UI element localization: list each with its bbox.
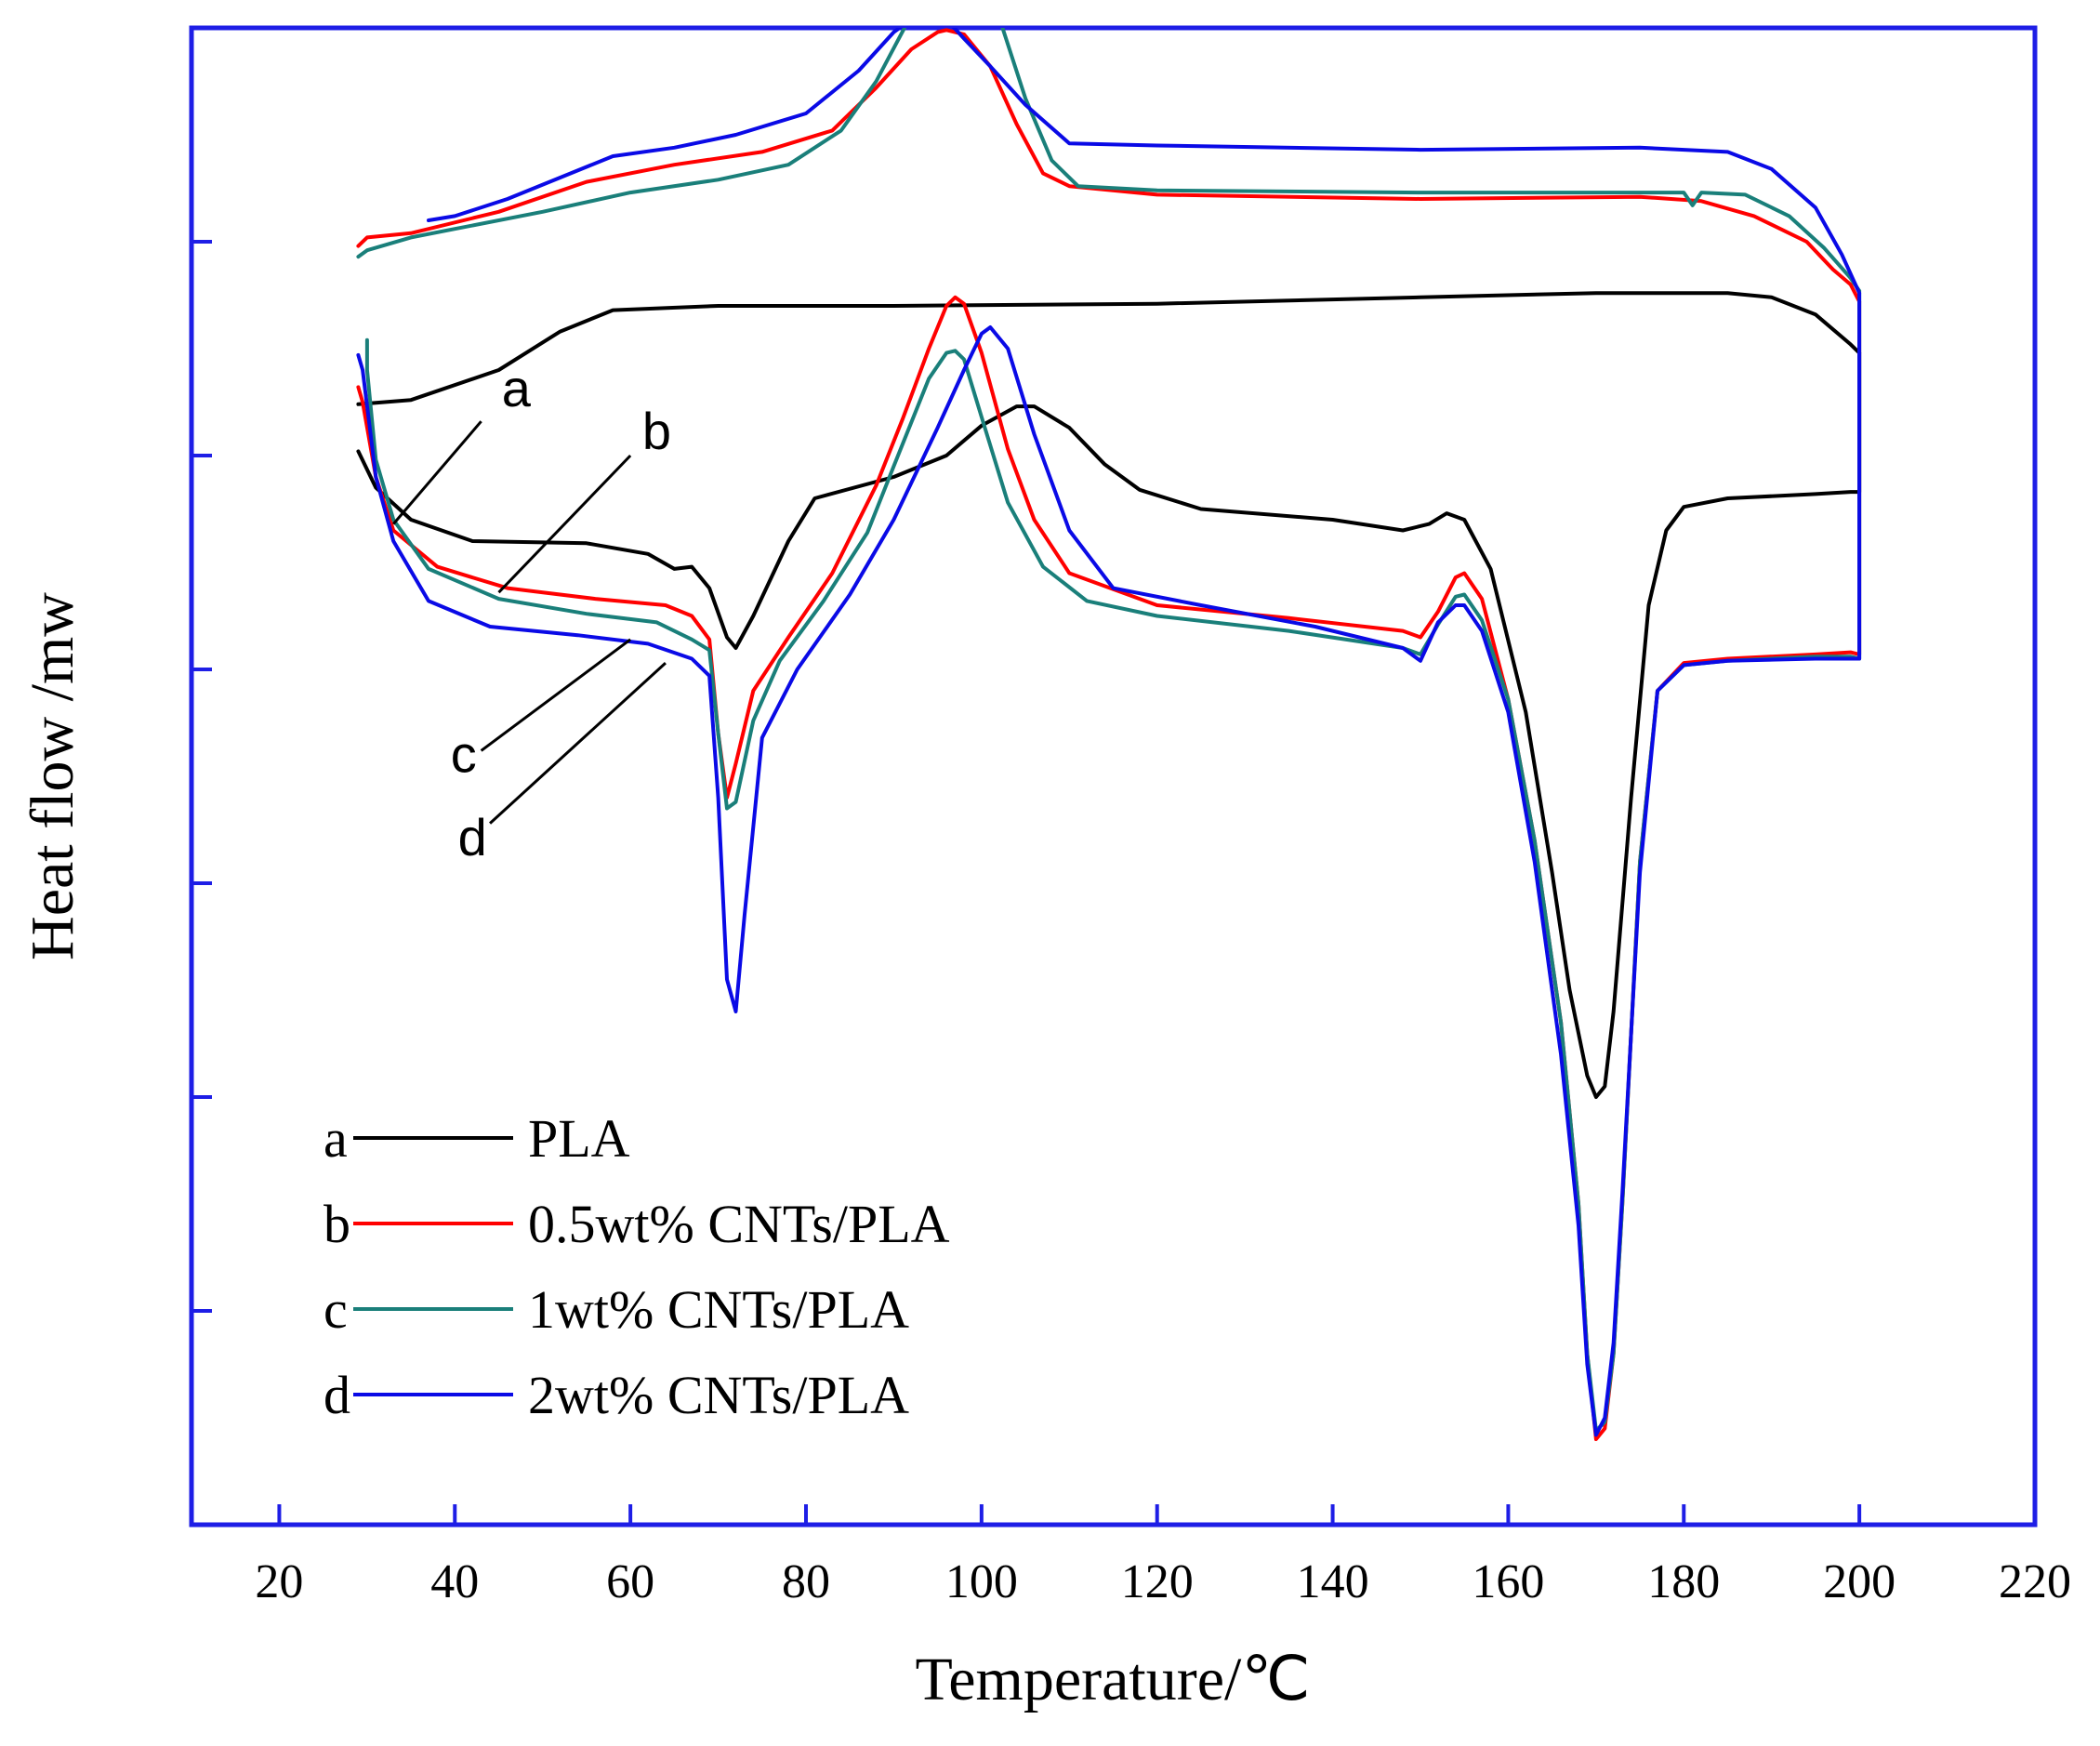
x-tick-label-6: 140 [1297,1555,1369,1608]
x-tick-label-9: 200 [1823,1555,1895,1608]
legend-entry-d: 2wt% CNTs/PLA [528,1365,909,1425]
legend: a PLA b 0.5wt% CNTs/PLA c 1wt% CNTs/PLA d 2wt% … [324,1108,950,1425]
x-tick-label-10: 220 [1999,1555,2071,1608]
x-tick-label-5: 120 [1121,1555,1194,1608]
annotation-line-b [497,454,632,594]
curves [356,28,1862,1441]
annotation-label-b: b [642,402,671,460]
legend-letter-a: a [324,1108,348,1169]
x-tick-label-7: 160 [1472,1555,1544,1608]
series-line-d [356,28,1862,1437]
legend-entry-c: 1wt% CNTs/PLA [528,1279,909,1340]
legend-entry-a: PLA [528,1108,630,1169]
annotation-line-c [480,638,632,752]
x-axis-label: Temperature/℃ [916,1646,1311,1713]
legend-letter-d: d [324,1365,350,1425]
x-tick-label-0: 20 [255,1555,303,1608]
legend-letter-b: b [324,1194,350,1254]
legend-entry-b: 0.5wt% CNTs/PLA [528,1194,950,1254]
annotation-line-a [392,420,482,525]
plot-frame [189,25,2038,1528]
axis-ticks: 20 40 60 80 100 120 140 160 180 200 220 [192,240,2071,1608]
series-line-a [356,291,1862,1099]
x-tick-label-4: 100 [945,1555,1018,1608]
x-tick-label-2: 60 [606,1555,654,1608]
x-tick-label-8: 180 [1647,1555,1720,1608]
legend-letter-c: c [324,1279,348,1340]
annotation-label-d: d [458,808,487,866]
annotation-line-d [489,661,667,825]
curve-annotations: a b cd [392,359,671,866]
annotation-label-c: c [451,724,477,783]
x-tick-label-3: 80 [782,1555,830,1608]
x-tick-label-1: 40 [430,1555,479,1608]
annotation-label-a: a [502,359,532,417]
y-axis-label: Heat flow /mw [19,592,86,960]
